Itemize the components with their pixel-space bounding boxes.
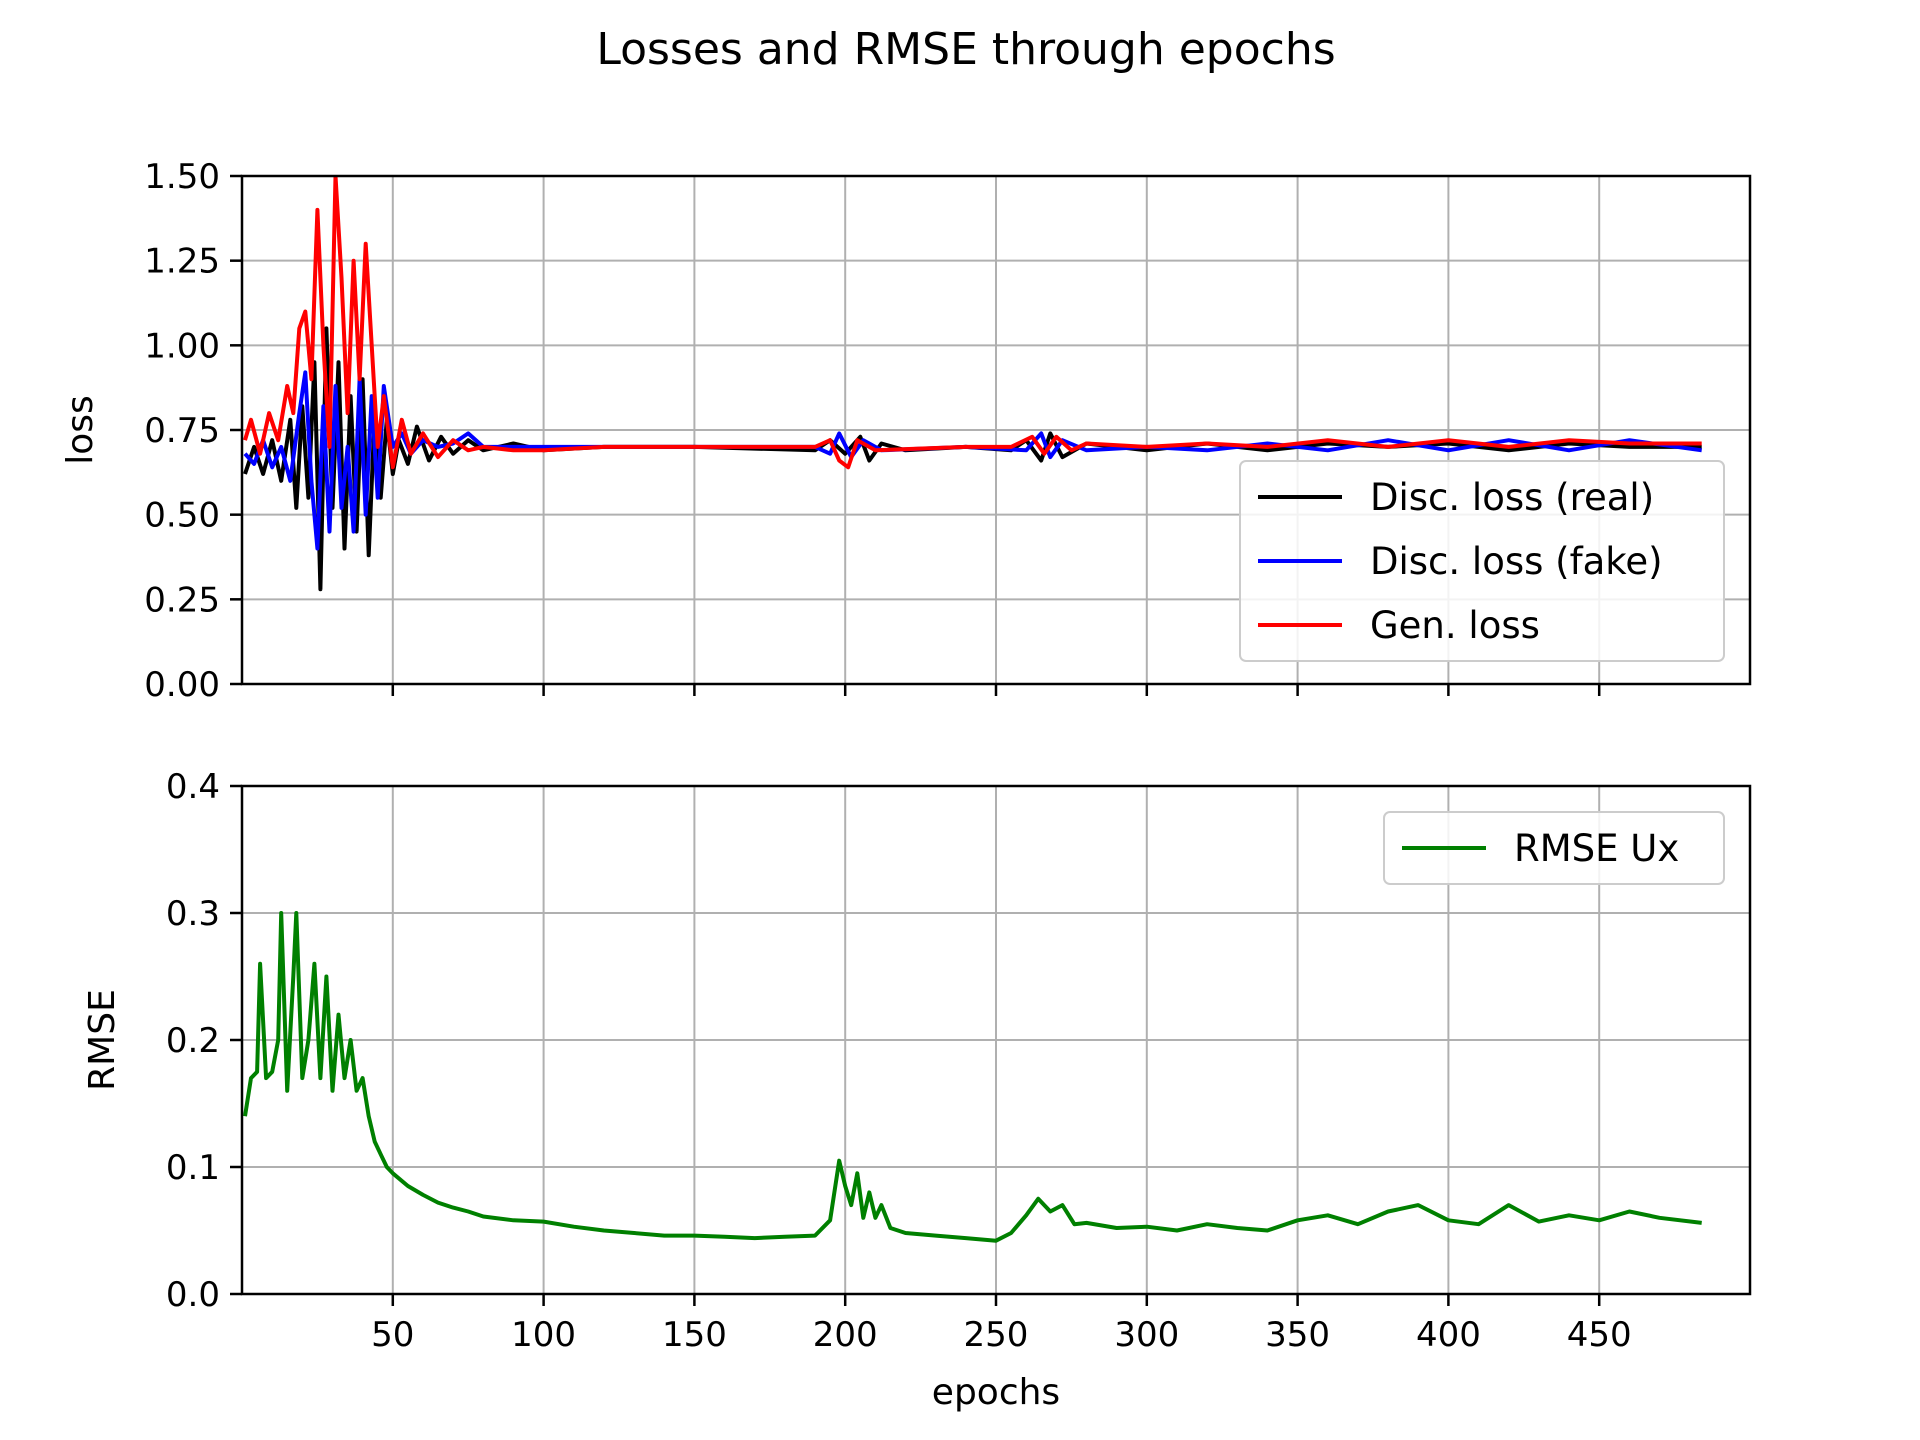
y-tick-label: 0.1: [166, 1148, 220, 1188]
y-tick-label: 0.4: [166, 767, 220, 807]
x-axis-label: epochs: [932, 1372, 1060, 1413]
legend-label: Disc. loss (fake): [1370, 540, 1663, 583]
series-line-3: [243, 176, 1702, 470]
x-tick-label: 250: [964, 1315, 1029, 1355]
loss-panel: 0.00 0.25 0.50 0.75 1.00 1.25 1.50 loss Disc. lo…: [60, 157, 1752, 705]
y-tick-label: 0.0: [166, 1275, 220, 1315]
y-tick-label: 1.00: [144, 326, 220, 366]
x-tick-label: 350: [1265, 1315, 1330, 1355]
series-line-1: [243, 911, 1702, 1243]
rmse-panel: 50 100 150 200 250 300 350 400 450 0.0 0.1 0.2 0.3 0.…: [82, 767, 1752, 1413]
legend-box: [1239, 460, 1725, 662]
y-tick-label: 0.25: [144, 580, 220, 620]
y-tick-label: 0.00: [144, 665, 220, 705]
x-tick-label: 150: [662, 1315, 727, 1355]
y-axis-label: RMSE: [82, 989, 123, 1091]
y-tick-label: 1.50: [144, 157, 220, 197]
series-line-2: [243, 370, 1702, 551]
chart-title: Losses and RMSE through epochs: [596, 24, 1335, 75]
legend-label: RMSE Ux: [1514, 827, 1679, 870]
x-tick-label: 50: [371, 1315, 414, 1355]
x-tick-label: 400: [1416, 1315, 1481, 1355]
y-tick-label: 0.50: [144, 496, 220, 536]
legend-box: [1383, 811, 1725, 885]
x-tick-label: 300: [1114, 1315, 1179, 1355]
y-tick-label: 0.2: [166, 1021, 220, 1061]
y-axis-label: loss: [60, 395, 101, 465]
x-tick-label: 100: [511, 1315, 576, 1355]
y-tick-label: 0.75: [144, 411, 220, 451]
y-tick-label: 1.25: [144, 242, 220, 282]
legend-label: Gen. loss: [1370, 604, 1540, 647]
x-tick-label: 450: [1567, 1315, 1632, 1355]
x-tick-label: 200: [813, 1315, 878, 1355]
y-tick-label: 0.3: [166, 894, 220, 934]
legend-label: Disc. loss (real): [1370, 476, 1654, 519]
